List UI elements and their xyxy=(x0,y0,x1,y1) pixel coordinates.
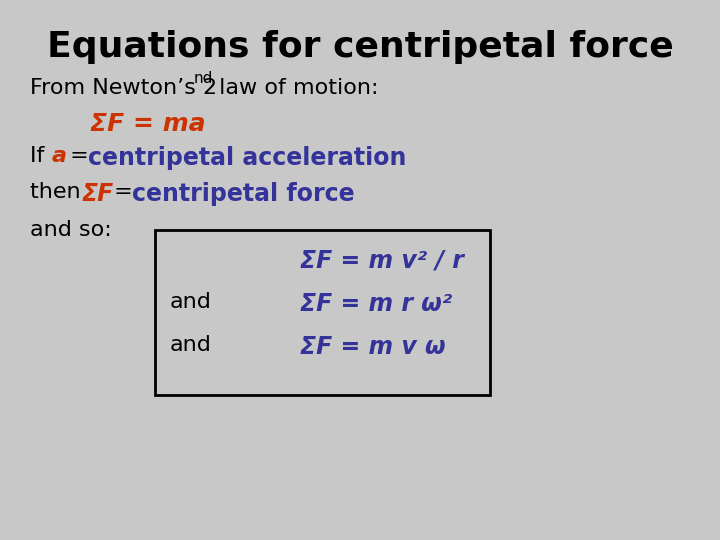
Text: If: If xyxy=(30,146,52,166)
Text: ΣF = ma: ΣF = ma xyxy=(90,112,206,136)
Text: From Newton’s 2: From Newton’s 2 xyxy=(30,78,217,98)
Text: =: = xyxy=(63,146,96,166)
Text: nd: nd xyxy=(194,71,213,86)
Text: and so:: and so: xyxy=(30,220,112,240)
Bar xyxy=(155,230,490,395)
Text: and: and xyxy=(170,292,212,312)
Text: and: and xyxy=(170,335,212,355)
Text: ΣF = m v ω: ΣF = m v ω xyxy=(300,335,446,359)
Text: ΣF = m r ω²: ΣF = m r ω² xyxy=(300,292,452,316)
Text: centripetal force: centripetal force xyxy=(132,182,355,206)
Text: then: then xyxy=(30,182,88,202)
Text: ΣF = m v² / r: ΣF = m v² / r xyxy=(300,249,464,273)
Text: law of motion:: law of motion: xyxy=(212,78,379,98)
Text: centripetal acceleration: centripetal acceleration xyxy=(88,146,406,170)
Text: ΣF: ΣF xyxy=(82,182,114,206)
Text: Equations for centripetal force: Equations for centripetal force xyxy=(47,30,673,64)
Text: =: = xyxy=(107,182,140,202)
Text: a: a xyxy=(52,146,67,166)
